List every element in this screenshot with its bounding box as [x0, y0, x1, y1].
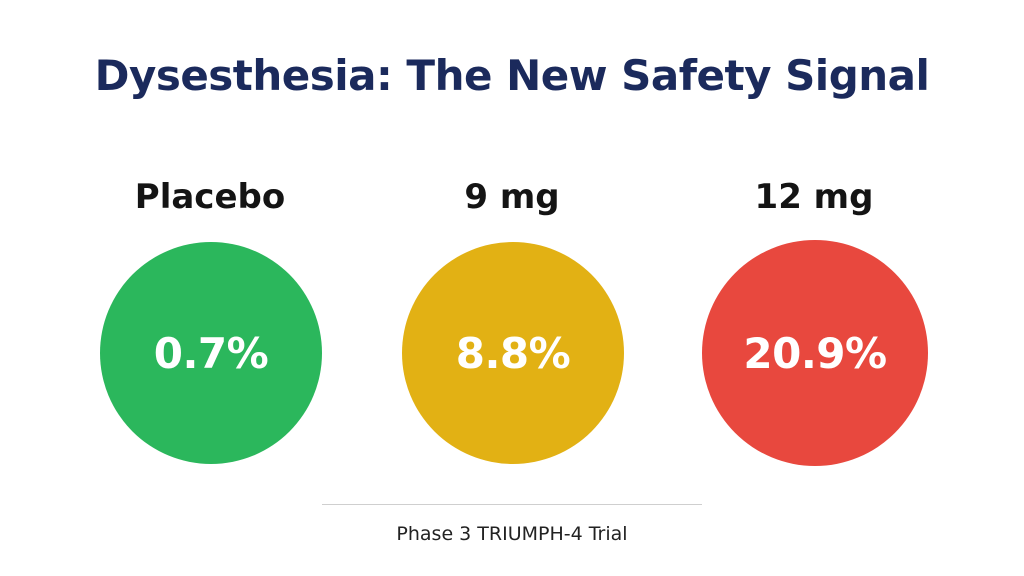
circle-placebo: 0.7% [100, 242, 322, 464]
group-placebo: Placebo 0.7% [90, 172, 330, 472]
circle-9mg: 8.8% [402, 242, 624, 464]
slide-title: Dysesthesia: The New Safety Signal [94, 51, 930, 100]
group-label-12mg: 12 mg [754, 177, 874, 217]
footnote: Phase 3 TRIUMPH-4 Trial [396, 523, 628, 545]
group-label-placebo: Placebo [134, 177, 286, 217]
circle-12mg: 20.9% [702, 240, 928, 466]
dose-groups: Placebo 0.7% 9 mg 8.8% 12 mg 20.9% [0, 172, 1024, 472]
group-12mg: 12 mg 20.9% [694, 172, 934, 472]
group-9mg: 9 mg 8.8% [392, 172, 632, 472]
value-placebo: 0.7% [153, 328, 269, 378]
footnote-divider [322, 504, 702, 505]
value-9mg: 8.8% [455, 328, 571, 378]
value-12mg: 20.9% [743, 328, 887, 378]
group-label-9mg: 9 mg [464, 177, 560, 217]
